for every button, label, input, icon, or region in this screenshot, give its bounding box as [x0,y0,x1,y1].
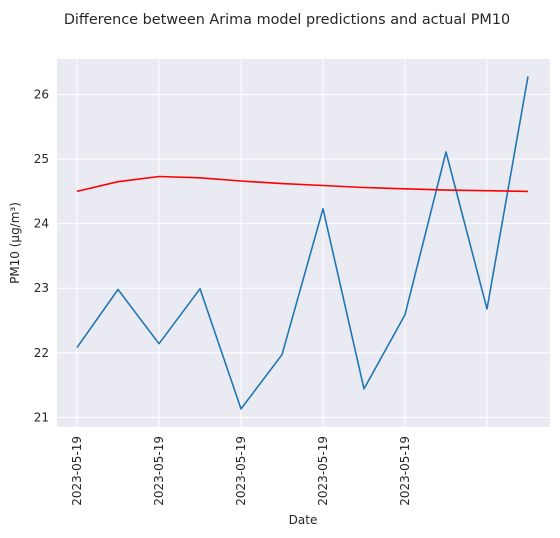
arima-prediction-line [76,175,529,193]
series-group [76,76,529,410]
x-tick-label: 2023-05-19 [152,436,166,506]
y-tick-label: 26 [34,88,49,102]
x-axis-label: Date [289,513,318,527]
y-axis-label: PM10 (µg/m³) [8,202,22,284]
y-tick-label: 22 [34,346,49,360]
x-tick-label: 2023-05-19 [398,436,412,506]
y-tick-label: 24 [34,217,49,231]
grid [57,59,550,427]
y-tick-label: 21 [34,410,49,424]
y-ticks: 21 22 23 24 25 26 [34,88,49,425]
x-tick-label: 2023-05-19 [234,436,248,506]
x-tick-label: 2023-05-19 [316,436,330,506]
plot-area [57,59,550,427]
chart-title: Difference between Arima model predictio… [64,12,510,28]
y-tick-label: 25 [34,152,49,166]
x-ticks: 2023-05-19 2023-05-19 2023-05-19 2023-05-19… [70,436,412,506]
y-tick-label: 23 [34,281,49,295]
x-tick-label: 2023-05-19 [70,436,84,506]
actual-pm10-line [76,76,529,410]
